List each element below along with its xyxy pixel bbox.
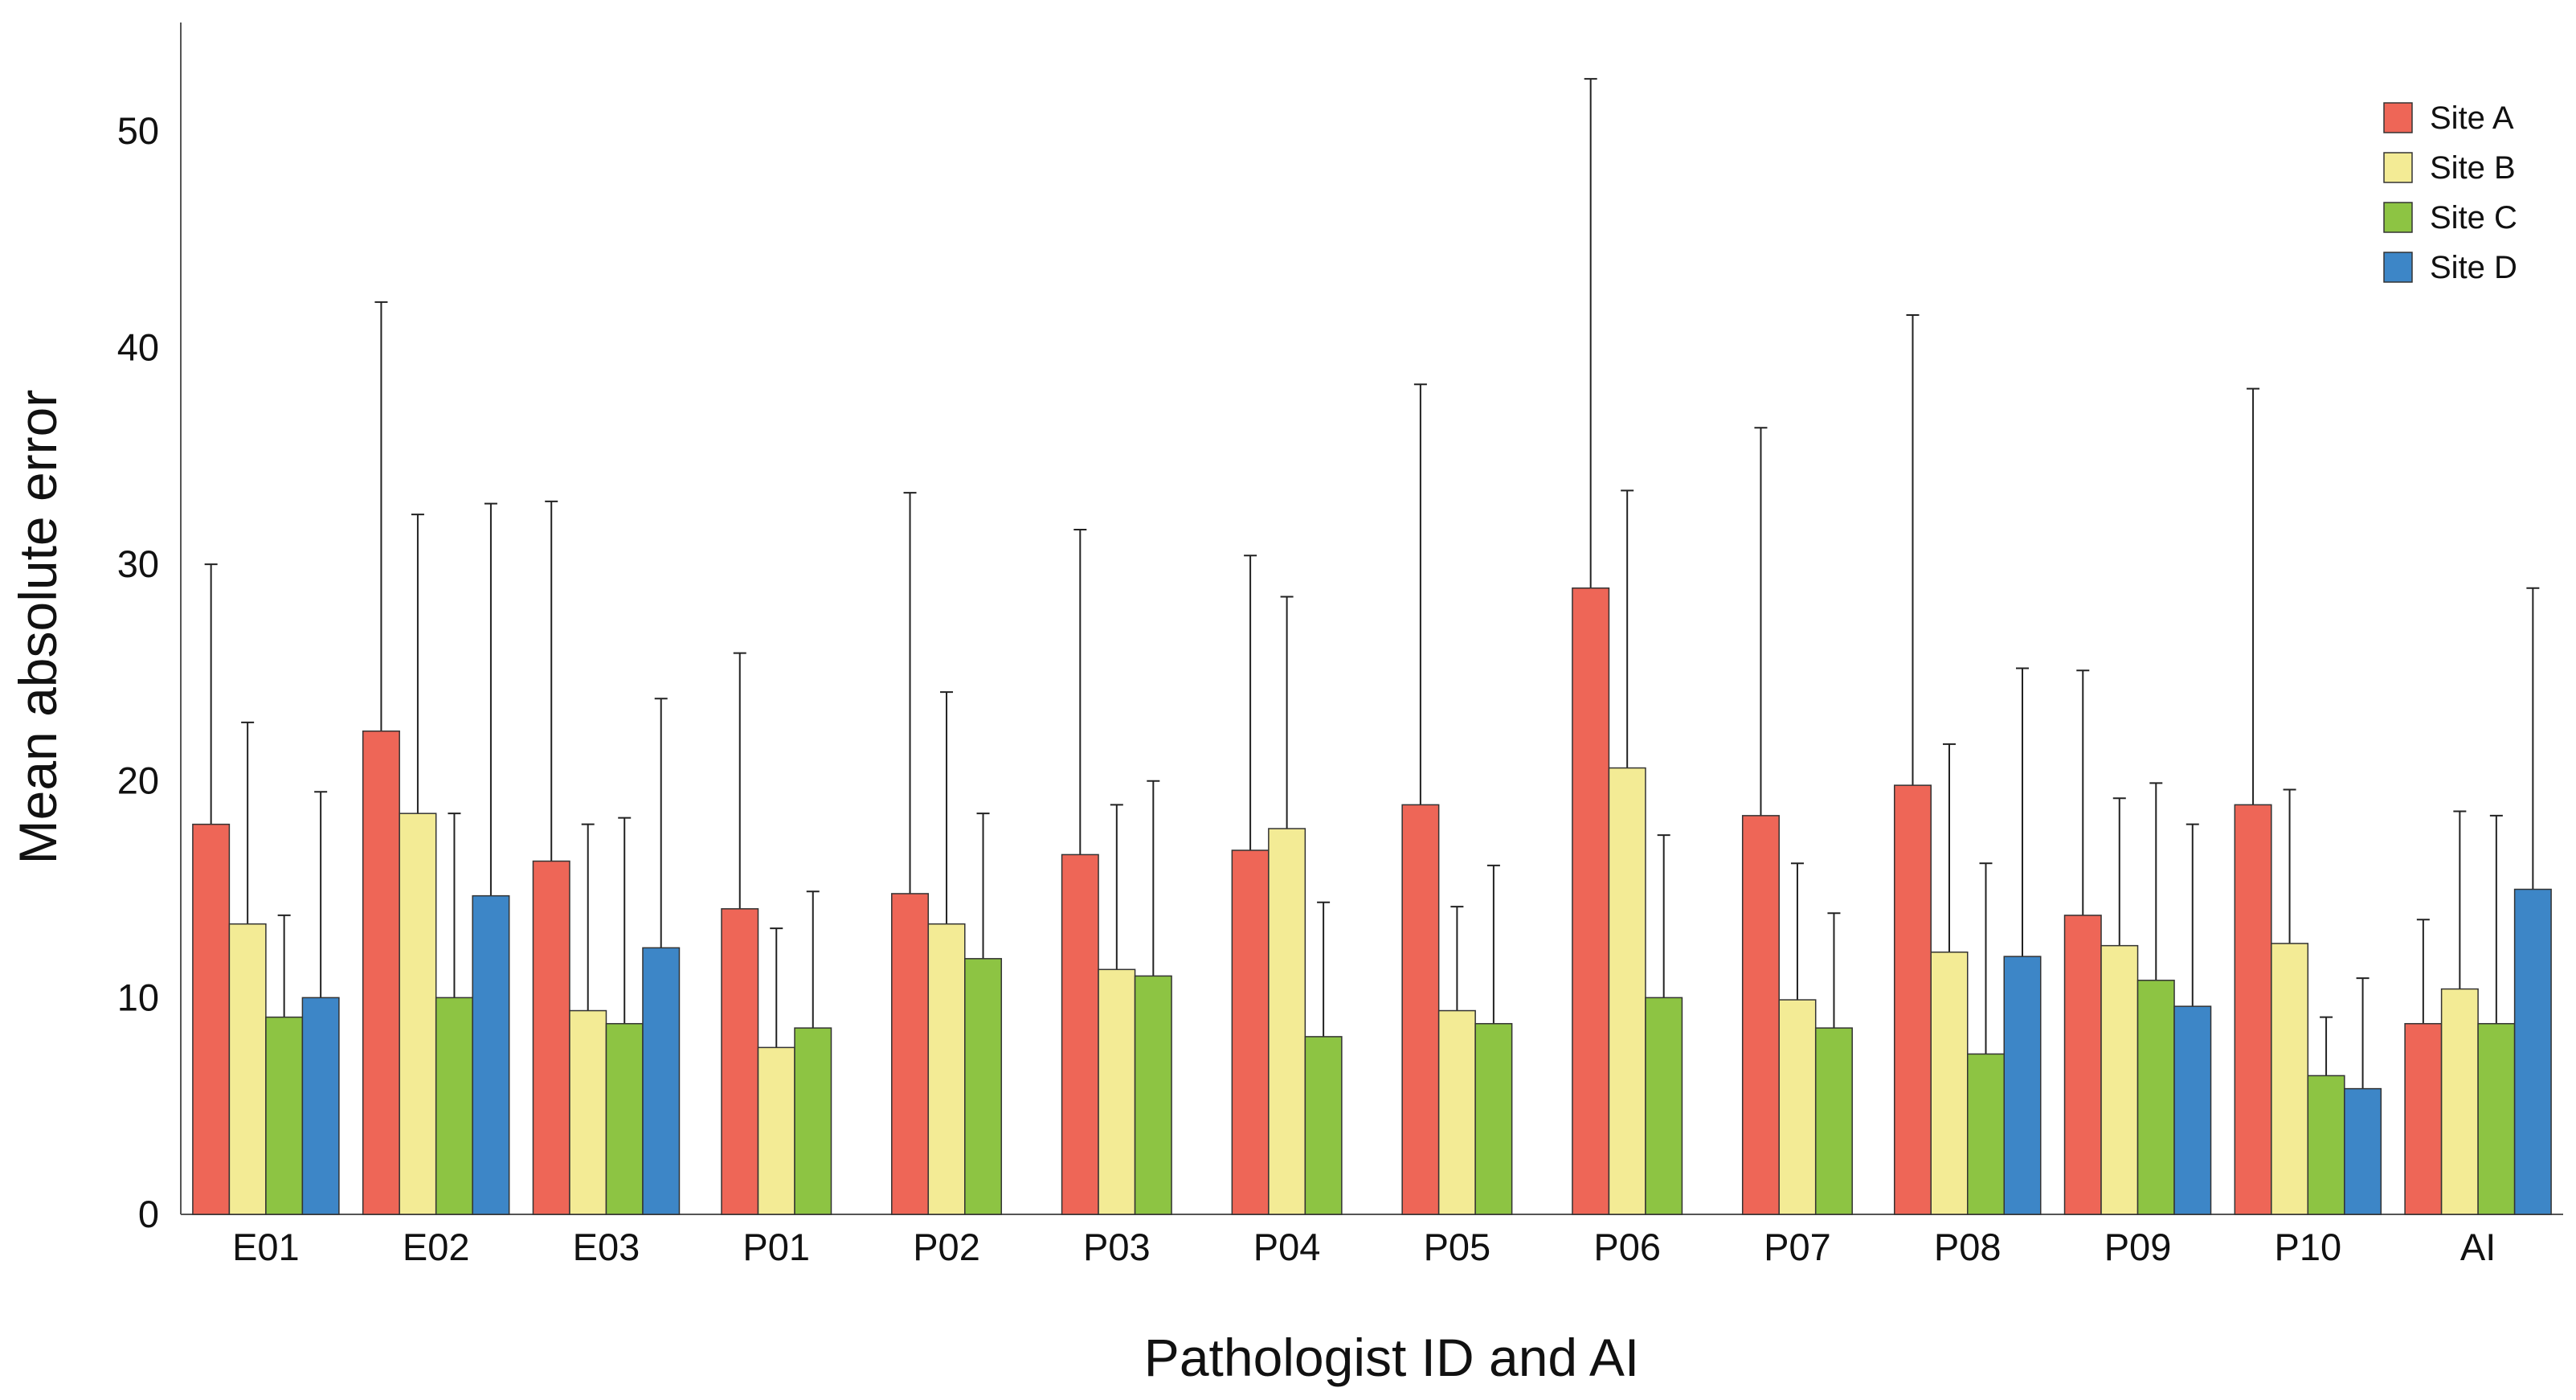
bar-p10-site-a <box>2234 804 2272 1215</box>
bar-p01-site-b <box>757 1046 795 1215</box>
bar-ai-site-c <box>2477 1022 2516 1215</box>
bar-ai-site-a <box>2404 1022 2443 1215</box>
y-tick-label: 30 <box>117 542 159 585</box>
bar-p03-site-c <box>1134 975 1172 1215</box>
bar-p01-site-a <box>721 908 759 1215</box>
x-tick-label-ai: AI <box>2460 1226 2496 1268</box>
x-tick-label-p01: P01 <box>742 1226 810 1268</box>
bar-p09-site-a <box>2063 915 2102 1215</box>
bar-p02-site-a <box>891 893 930 1215</box>
axes: 0 10 20 30 40 50 E01 E02 E03 P01 P02 P03 P04 P05 P06 P0… <box>117 23 2563 1268</box>
x-tick-label-p03: P03 <box>1083 1226 1151 1268</box>
bar-p01-site-c <box>794 1027 832 1215</box>
bar-p09-site-c <box>2136 980 2175 1215</box>
x-tick-label-p07: P07 <box>1764 1226 1831 1268</box>
bar-p06-site-b <box>1608 767 1646 1215</box>
bar-e02-site-c <box>435 997 473 1215</box>
x-tick-label-p02: P02 <box>913 1226 980 1268</box>
y-tick-label: 0 <box>138 1193 159 1235</box>
bar-e01-site-c <box>265 1016 304 1215</box>
legend-label: Site A <box>2430 100 2514 136</box>
x-tick-label-p09: P09 <box>2104 1226 2172 1268</box>
bar-p03-site-b <box>1098 968 1136 1215</box>
bar-e01-site-a <box>192 823 231 1215</box>
bars <box>192 587 2552 1215</box>
bar-e03-site-d <box>642 947 681 1215</box>
legend-label: Site D <box>2430 250 2517 285</box>
bar-ai-site-d <box>2513 888 2552 1215</box>
x-tick-label-p10: P10 <box>2275 1226 2342 1268</box>
bar-e03-site-c <box>605 1022 644 1215</box>
x-tick-label-p05: P05 <box>1424 1226 1491 1268</box>
bar-p04-site-c <box>1304 1036 1343 1215</box>
legend-swatch-site-d <box>2383 252 2413 283</box>
bar-p06-site-a <box>1572 587 1610 1215</box>
bar-p07-site-b <box>1778 999 1817 1215</box>
bar-p10-site-c <box>2307 1075 2345 1215</box>
legend-label: Site C <box>2430 200 2517 235</box>
bar-p06-site-c <box>1645 997 1683 1215</box>
bar-p03-site-a <box>1061 854 1099 1215</box>
bar-e02-site-b <box>399 813 437 1215</box>
bar-p08-site-a <box>1894 784 1932 1215</box>
legend-swatch-site-c <box>2383 202 2413 233</box>
legend-swatch-site-a <box>2383 102 2413 133</box>
error-bars <box>204 78 2540 1089</box>
y-tick-label: 10 <box>117 976 159 1018</box>
x-tick-label-p04: P04 <box>1253 1226 1321 1268</box>
legend: Site A Site B Site C Site D <box>2383 100 2517 285</box>
bar-p09-site-d <box>2173 1005 2212 1215</box>
bar-p04-site-b <box>1268 828 1306 1215</box>
bar-p10-site-b <box>2271 943 2309 1215</box>
y-tick-label: 40 <box>117 325 159 368</box>
x-tick-label-p06: P06 <box>1593 1226 1661 1268</box>
bar-ai-site-b <box>2440 988 2479 1215</box>
bar-e02-site-d <box>472 894 510 1215</box>
x-tick-label-p08: P08 <box>1934 1226 2002 1268</box>
bar-p08-site-b <box>1930 951 1969 1215</box>
bar-p04-site-a <box>1231 849 1270 1215</box>
bar-e02-site-a <box>362 730 400 1215</box>
bar-p10-site-d <box>2344 1087 2382 1215</box>
y-axis-title: Mean absolute error <box>8 390 67 865</box>
legend-label: Site B <box>2430 150 2516 186</box>
bar-p05-site-b <box>1437 1009 1476 1215</box>
bar-p09-site-b <box>2100 944 2139 1215</box>
bar-p05-site-a <box>1401 804 1440 1215</box>
bar-e03-site-a <box>532 860 570 1215</box>
x-axis-title: Pathologist ID and AI <box>1144 1328 1639 1387</box>
bar-p02-site-b <box>927 923 966 1215</box>
bar-p08-site-d <box>2003 956 2042 1215</box>
x-tick-label-e01: E01 <box>232 1226 300 1268</box>
bar-p05-site-c <box>1474 1022 1513 1215</box>
bar-p07-site-a <box>1741 815 1780 1215</box>
bar-e03-site-b <box>569 1009 607 1215</box>
y-tick-label: 50 <box>117 109 159 152</box>
bar-e01-site-d <box>301 997 340 1215</box>
bar-e01-site-b <box>228 923 267 1215</box>
bar-p02-site-c <box>964 958 1003 1215</box>
legend-swatch-site-b <box>2383 152 2413 183</box>
y-tick-label: 20 <box>117 759 159 802</box>
bar-p07-site-c <box>1814 1027 1853 1215</box>
x-tick-label-e03: E03 <box>573 1226 640 1268</box>
bar-p08-site-c <box>1967 1053 2005 1215</box>
x-tick-label-e02: E02 <box>403 1226 470 1268</box>
